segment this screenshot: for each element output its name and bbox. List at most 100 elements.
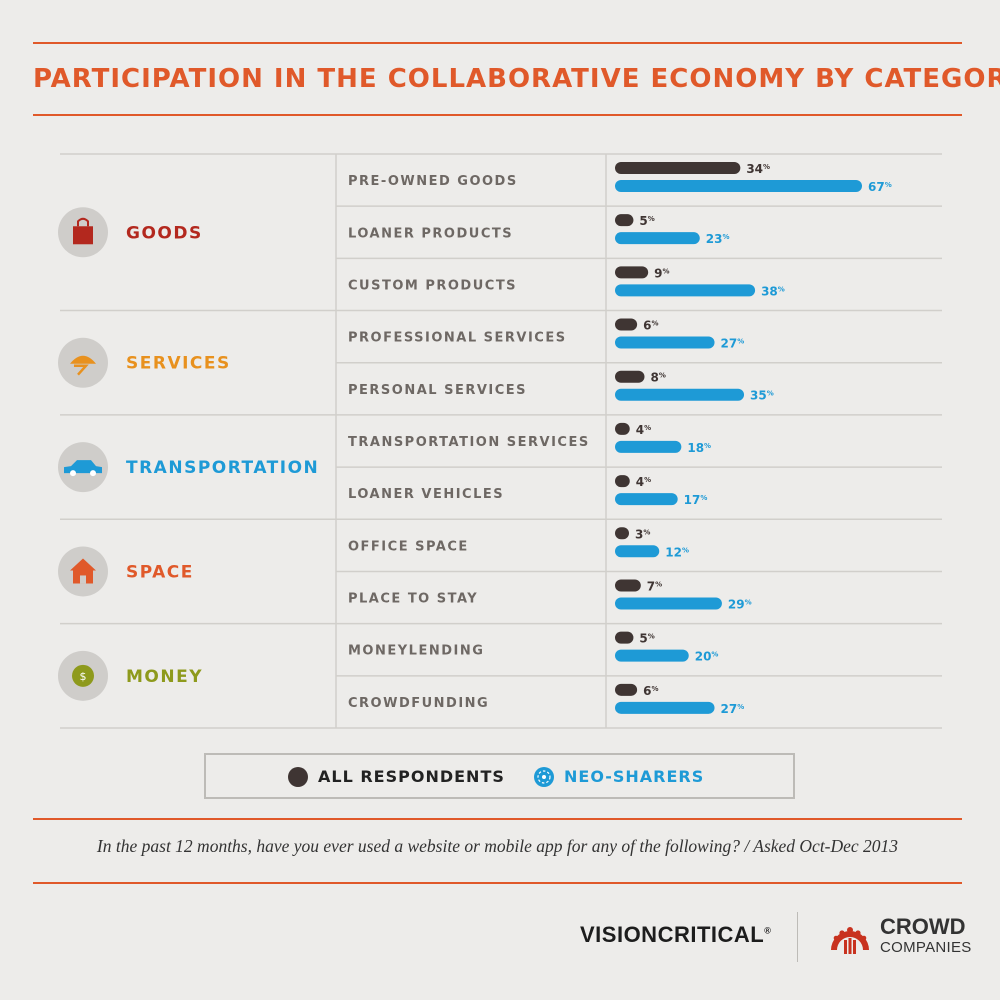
- legend-rule: [33, 818, 962, 820]
- visioncritical-logo-text: VISIONCRITICAL: [580, 922, 765, 947]
- bar-neo-sharers: [615, 388, 745, 401]
- category-label-crowdfunding: CROWDFUNDING: [348, 696, 489, 711]
- data-label-neo-sharers: 67%: [868, 180, 892, 194]
- data-label-all-respondents: 4%: [636, 475, 651, 489]
- survey-question: In the past 12 months, have you ever use…: [96, 836, 899, 856]
- category-label-office-space: OFFICE SPACE: [348, 539, 469, 554]
- data-label-neo-sharers: 18%: [687, 441, 711, 455]
- bar-all-respondents: [615, 266, 649, 279]
- data-label-all-respondents: 3%: [635, 527, 650, 541]
- bar-all-respondents: [615, 475, 630, 488]
- data-label-all-respondents: 5%: [639, 632, 654, 646]
- shopping-bag-icon: [73, 226, 93, 245]
- bar-neo-sharers: [615, 336, 715, 349]
- percent-suffix: %: [722, 233, 729, 241]
- bar-all-respondents: [615, 527, 629, 540]
- bar-neo-sharers: [615, 545, 660, 558]
- crowd-companies-mark-icon: [831, 927, 869, 954]
- car-wheel: [70, 470, 76, 477]
- filled-dot-icon: [288, 767, 308, 787]
- data-label-all-respondents: 5%: [639, 214, 654, 228]
- legend: ALL RESPONDENTS NEO-SHARERS: [204, 753, 795, 799]
- percent-suffix: %: [644, 476, 651, 484]
- data-label-all-respondents: 7%: [647, 579, 662, 593]
- hard-hat-icon: [70, 355, 96, 364]
- data-label-neo-sharers: 38%: [761, 284, 785, 298]
- data-label-all-respondents: 6%: [643, 684, 658, 698]
- legend-label-all-respondents: ALL RESPONDENTS: [318, 767, 505, 786]
- coin-icon: [72, 664, 94, 687]
- category-label-place-to-stay: PLACE TO STAY: [348, 592, 478, 607]
- bar-neo-sharers: [615, 701, 715, 714]
- percent-suffix: %: [644, 424, 651, 432]
- group-label-transportation: TRANSPORTATION: [126, 458, 319, 478]
- bar-all-respondents: [615, 422, 630, 435]
- percent-suffix: %: [745, 598, 752, 606]
- data-label-neo-sharers: 20%: [695, 650, 719, 664]
- percent-suffix: %: [700, 494, 707, 502]
- bar-all-respondents: [615, 370, 645, 383]
- group-label-goods: GOODS: [126, 223, 203, 243]
- bar-all-respondents: [615, 214, 634, 227]
- data-label-neo-sharers: 29%: [728, 597, 752, 611]
- percent-suffix: %: [651, 685, 658, 693]
- car-icon: [64, 460, 102, 474]
- percent-suffix: %: [767, 390, 774, 398]
- percent-suffix: %: [763, 163, 770, 171]
- footer-rule: [33, 882, 962, 884]
- bar-all-respondents: [615, 683, 638, 696]
- bar-neo-sharers: [615, 649, 689, 662]
- data-label-all-respondents: 4%: [636, 423, 651, 437]
- category-label-transportation-services: TRANSPORTATION SERVICES: [348, 435, 590, 450]
- hard-hat-strap: [74, 364, 89, 376]
- group-label-money: MONEY: [126, 667, 203, 687]
- category-label-personal-services: PERSONAL SERVICES: [348, 383, 527, 398]
- top-rule: [33, 42, 962, 44]
- percent-suffix: %: [655, 580, 662, 588]
- bar-neo-sharers: [615, 493, 678, 506]
- logo-divider: [797, 912, 798, 962]
- category-label-professional-services: PROFESSIONAL SERVICES: [348, 331, 567, 346]
- category-label-custom-products: CUSTOM PRODUCTS: [348, 278, 517, 293]
- legend-label-neo-sharers: NEO-SHARERS: [564, 767, 705, 786]
- group-label-services: SERVICES: [126, 354, 231, 374]
- percent-suffix: %: [659, 372, 666, 380]
- data-label-all-respondents: 8%: [650, 371, 665, 385]
- data-label-neo-sharers: 27%: [721, 337, 745, 351]
- category-label-pre-owned-goods: PRE-OWNED GOODS: [348, 174, 518, 189]
- bar-neo-sharers: [615, 232, 700, 245]
- category-label-loaner-vehicles: LOANER VEHICLES: [348, 487, 504, 502]
- group-label-space: SPACE: [126, 562, 194, 582]
- percent-suffix: %: [648, 215, 655, 223]
- bar-all-respondents: [615, 631, 634, 644]
- bar-all-respondents: [615, 579, 641, 592]
- crowd-companies-logo-line2: COMPANIES: [880, 939, 972, 956]
- data-label-neo-sharers: 12%: [665, 545, 689, 559]
- data-label-neo-sharers: 35%: [750, 389, 774, 403]
- percent-suffix: %: [651, 320, 658, 328]
- category-label-moneylending: MONEYLENDING: [348, 644, 484, 659]
- data-label-all-respondents: 9%: [654, 266, 669, 280]
- bar-neo-sharers: [615, 284, 756, 297]
- bar-all-respondents: [615, 162, 741, 174]
- percent-suffix: %: [643, 528, 650, 536]
- category-label-loaner-products: LOANER PRODUCTS: [348, 226, 513, 241]
- title-rule: [33, 114, 962, 116]
- data-label-all-respondents: 34%: [746, 162, 770, 176]
- percent-suffix: %: [737, 338, 744, 346]
- visioncritical-logo: VISIONCRITICAL®: [580, 922, 772, 947]
- percent-suffix: %: [663, 267, 670, 275]
- chart-title: PARTICIPATION IN THE COLLABORATIVE ECONO…: [33, 64, 1000, 94]
- data-label-neo-sharers: 17%: [684, 493, 708, 507]
- percent-suffix: %: [704, 442, 711, 450]
- data-label-all-respondents: 6%: [643, 319, 658, 333]
- crowd-companies-logo-line1: CROWD: [880, 914, 966, 939]
- percent-suffix: %: [682, 546, 689, 554]
- data-label-neo-sharers: 23%: [706, 232, 730, 246]
- percent-suffix: %: [885, 181, 892, 189]
- percent-suffix: %: [778, 285, 785, 293]
- neo-sharers-icon: [534, 767, 554, 787]
- bar-neo-sharers: [615, 597, 722, 610]
- data-label-neo-sharers: 27%: [721, 702, 745, 716]
